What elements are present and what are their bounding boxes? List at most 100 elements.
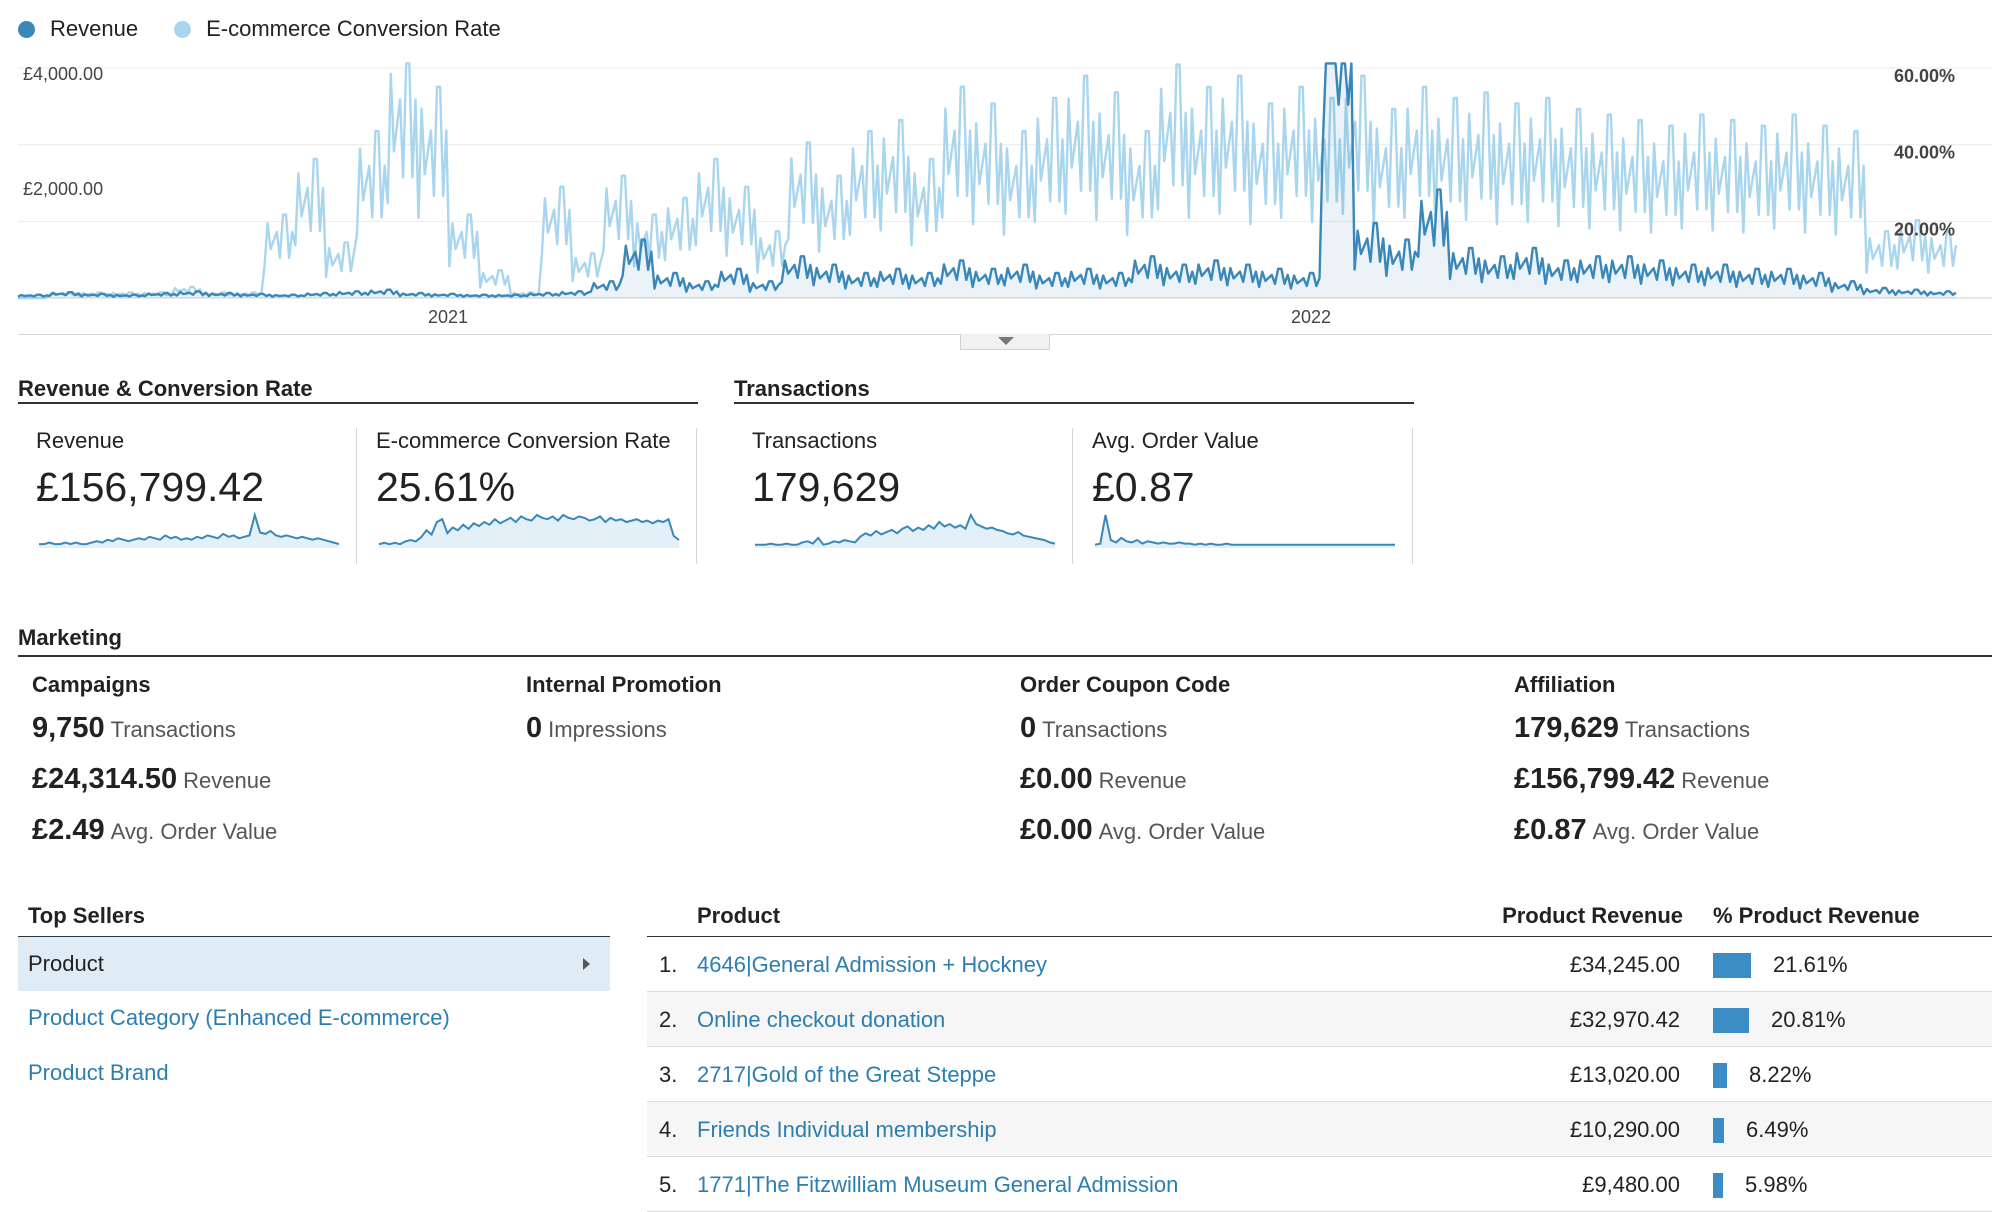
metric-row: 9,750 Transactions <box>32 712 512 763</box>
metric-label: Avg. Order Value <box>110 819 278 844</box>
section-rule <box>18 402 698 404</box>
column-header-product[interactable]: Product <box>697 903 781 928</box>
y-left-tick-label: £4,000.00 <box>23 64 103 84</box>
top-sellers-rule <box>18 936 610 937</box>
table-row: 1. 4646|General Admission + Hockney £34,… <box>647 937 1992 992</box>
sparkline <box>1094 514 1395 548</box>
legend-item-revenue[interactable]: Revenue <box>18 16 138 42</box>
share-bar <box>1713 953 1751 978</box>
scorecard-conversion-rate[interactable]: E-commerce Conversion Rate 25.61% <box>376 428 716 564</box>
metric-label: Revenue <box>183 768 272 793</box>
scorecard-transactions[interactable]: Transactions 179,629 <box>752 428 1092 564</box>
metric-label: Avg. Order Value <box>1098 819 1266 844</box>
revenue-dot-icon <box>18 20 35 38</box>
metric-label: Avg. Order Value <box>1592 819 1760 844</box>
scorecard-divider <box>696 428 697 564</box>
x-tick-label: 2021 <box>428 307 468 327</box>
sparkline-area <box>755 515 1055 548</box>
metric-row: £156,799.42 Revenue <box>1514 763 1994 814</box>
product-link[interactable]: Online checkout donation <box>697 1007 946 1032</box>
section-title-marketing: Marketing <box>18 625 122 650</box>
marketing-title: Campaigns <box>32 672 151 697</box>
product-revenue: £10,290.00 <box>1569 1117 1680 1142</box>
top-sellers-item-label: Product <box>28 951 104 976</box>
scorecard-divider <box>356 428 357 564</box>
sparkline <box>378 513 680 548</box>
section-rule <box>734 402 1414 404</box>
chart-collapse-toggle[interactable] <box>960 334 1050 350</box>
metric-row: £2.49 Avg. Order Value <box>32 814 512 865</box>
conversion-dot-icon <box>174 20 192 38</box>
marketing-title: Order Coupon Code <box>1020 672 1231 697</box>
product-link[interactable]: 2717|Gold of the Great Steppe <box>697 1062 997 1087</box>
metric-row: £0.00 Avg. Order Value <box>1020 814 1500 865</box>
scorecard-value: £156,799.42 <box>36 464 265 510</box>
share-bar <box>1713 1173 1723 1198</box>
product-revenue: £13,020.00 <box>1569 1062 1680 1087</box>
metric-value[interactable]: 179,629 <box>1514 712 1619 744</box>
sparkline-area <box>39 515 339 548</box>
sparkline <box>39 512 340 548</box>
share-percent: 21.61% <box>1773 952 1848 977</box>
marketing-order-coupon-code: Order Coupon Code 0 Transactions £0.00 Rev… <box>1020 672 1500 865</box>
metric-row: £0.00 Revenue <box>1020 763 1500 814</box>
section-rule <box>18 655 1992 657</box>
row-number: 3. <box>659 1062 678 1087</box>
metric-label: Transactions <box>1624 717 1750 742</box>
scorecard-value: £0.87 <box>1092 464 1195 510</box>
metric-label: Revenue <box>1098 768 1187 793</box>
x-tick-label: 2022 <box>1291 307 1331 327</box>
top-sellers-item-product-category[interactable]: Product Category (Enhanced E-commerce) <box>28 1005 450 1030</box>
metric-value[interactable]: 0 <box>1020 712 1037 744</box>
row-number: 4. <box>659 1117 678 1142</box>
section-title-transactions: Transactions <box>734 376 870 401</box>
metric-value[interactable]: £156,799.42 <box>1514 763 1676 795</box>
column-header-product-revenue[interactable]: Product Revenue <box>1502 903 1683 928</box>
metric-value[interactable]: 9,750 <box>32 712 105 744</box>
share-bar <box>1713 1118 1724 1143</box>
scorecard-value: 25.61% <box>376 464 516 510</box>
table-row: 5. 1771|The Fitzwilliam Museum General A… <box>647 1157 1992 1212</box>
scorecard-revenue[interactable]: Revenue £156,799.42 <box>36 428 376 564</box>
product-link[interactable]: 4646|General Admission + Hockney <box>697 952 1047 977</box>
scorecard-divider <box>1412 428 1413 564</box>
metric-value[interactable]: £0.00 <box>1020 814 1093 846</box>
metric-value[interactable]: £24,314.50 <box>32 763 178 795</box>
column-header-pct-product-revenue[interactable]: % Product Revenue <box>1713 903 1920 928</box>
y-left-tick-label: £2,000.00 <box>23 179 103 199</box>
metric-value[interactable]: £2.49 <box>32 814 105 846</box>
top-sellers-item-product[interactable]: Product <box>18 937 610 991</box>
product-link[interactable]: Friends Individual membership <box>697 1117 997 1142</box>
scorecard-label: Revenue <box>36 428 125 453</box>
metric-value[interactable]: £0.87 <box>1514 814 1587 846</box>
row-number: 2. <box>659 1007 678 1032</box>
scorecard-divider <box>1072 428 1073 564</box>
share-bar <box>1713 1063 1727 1088</box>
table-row: 4. Friends Individual membership £10,290… <box>647 1102 1992 1157</box>
scorecard-label: E-commerce Conversion Rate <box>376 428 671 453</box>
chart-legend: Revenue E-commerce Conversion Rate <box>18 14 537 44</box>
metric-row: 0 Transactions <box>1020 712 1500 763</box>
top-sellers-item-product-brand[interactable]: Product Brand <box>28 1060 169 1085</box>
sparkline-line <box>378 513 680 546</box>
metric-value[interactable]: 0 <box>526 712 543 744</box>
legend-item-conversion-rate[interactable]: E-commerce Conversion Rate <box>174 16 501 42</box>
scorecard-label: Transactions <box>752 428 878 453</box>
scorecard-label: Avg. Order Value <box>1092 428 1259 453</box>
revenue-conversion-chart[interactable]: £4,000.00 £2,000.00 60.00% 40.00% 20.00% 2021… <box>0 40 2000 360</box>
share-percent: 20.81% <box>1771 1007 1846 1032</box>
table-row: 3. 2717|Gold of the Great Steppe £13,020… <box>647 1047 1992 1102</box>
y-right-tick-label: 40.00% <box>1894 143 1955 163</box>
sparkline <box>755 512 1056 548</box>
share-percent: 8.22% <box>1749 1062 1812 1087</box>
scorecard-avg-order-value[interactable]: Avg. Order Value £0.87 <box>1092 428 1432 564</box>
table-header-rule <box>647 936 1992 937</box>
metric-value[interactable]: £0.00 <box>1020 763 1093 795</box>
metric-label: Impressions <box>548 717 667 742</box>
metric-label: Transactions <box>1042 717 1168 742</box>
metric-row: £24,314.50 Revenue <box>32 763 512 814</box>
y-right-tick-label: 20.00% <box>1894 219 1955 239</box>
legend-label: E-commerce Conversion Rate <box>206 16 501 41</box>
scorecard-value: 179,629 <box>752 464 901 510</box>
section-title-revenue-conversion: Revenue & Conversion Rate <box>18 376 313 401</box>
